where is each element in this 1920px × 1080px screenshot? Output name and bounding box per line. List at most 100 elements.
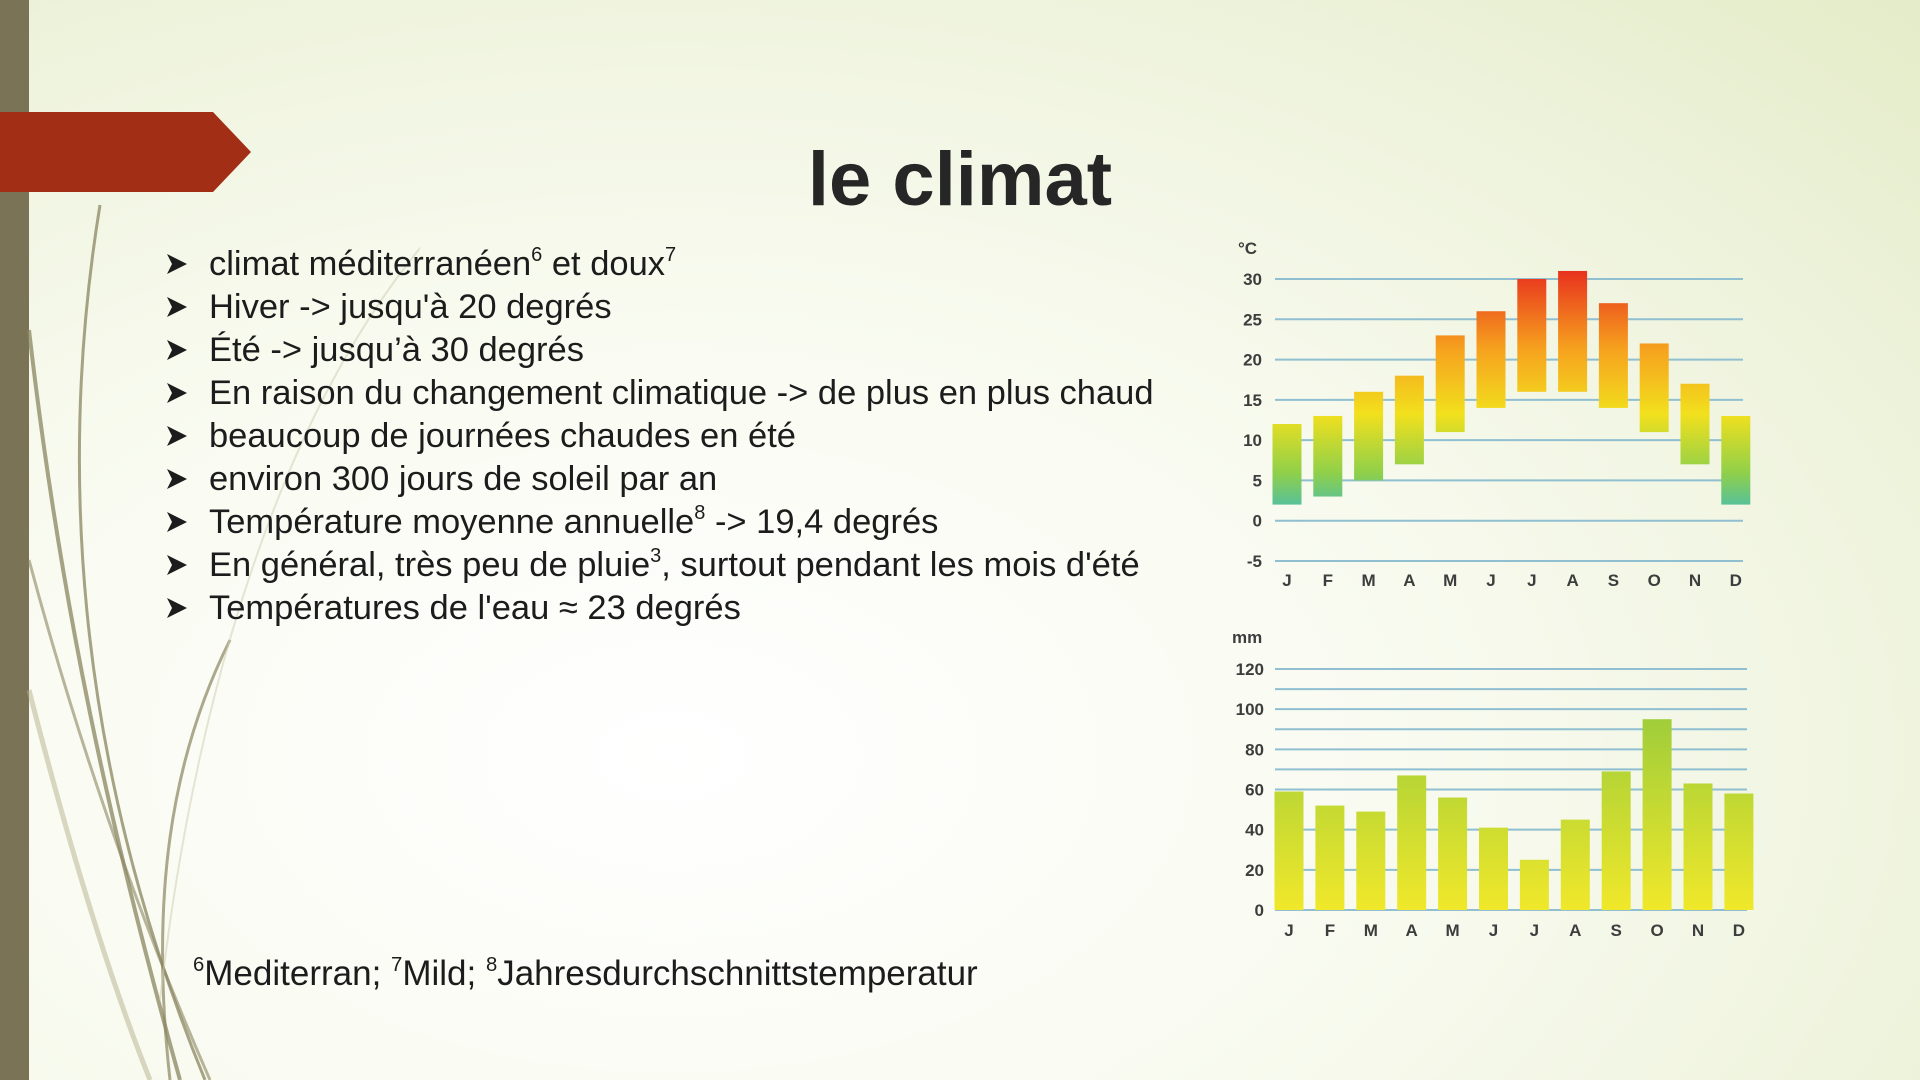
- temperature-bars: [1272, 270, 1751, 505]
- footnote: 6Mediterran; 7Mild; 8Jahresdurchschnitts…: [193, 954, 978, 994]
- footnote-marker: 6: [193, 953, 205, 976]
- text-run: , surtout pendant les mois d'été: [661, 546, 1140, 584]
- y-tick-label: 0: [1255, 901, 1264, 920]
- title-arrow-banner: [0, 112, 251, 192]
- arrow-bullet-icon: [167, 297, 187, 317]
- x-tick-label: N: [1692, 921, 1704, 940]
- precipitation-unit-label: mm: [1232, 628, 1262, 647]
- arrow-bullet-icon: [167, 512, 187, 532]
- bar: [1601, 771, 1631, 910]
- bullet-item: En général, très peu de pluie3, surtout …: [160, 544, 1190, 587]
- x-tick-label: S: [1611, 921, 1622, 940]
- text-run: environ 300 jours de soleil par an: [209, 460, 718, 498]
- bar: [1517, 279, 1547, 392]
- bar: [1394, 375, 1424, 465]
- x-tick-label: F: [1325, 921, 1335, 940]
- arrow-bullet-icon: [167, 469, 187, 489]
- footnote-marker: 7: [391, 953, 403, 976]
- slide-title: le climat: [807, 137, 1113, 222]
- bar: [1558, 270, 1588, 392]
- bar: [1598, 303, 1628, 408]
- bullet-item: climat méditerranéen6 et doux7: [160, 243, 1190, 286]
- bar: [1438, 797, 1468, 910]
- x-tick-label: A: [1403, 571, 1415, 590]
- x-tick-label: J: [1284, 921, 1293, 940]
- bullet-item: Hiver -> jusqu'à 20 degrés: [160, 286, 1190, 329]
- y-tick-label: 0: [1253, 512, 1262, 531]
- bullet-item: En raison du changement climatique -> de…: [160, 372, 1190, 415]
- text-run: En raison du changement climatique -> de…: [209, 374, 1154, 412]
- y-tick-label: -5: [1247, 552, 1262, 571]
- bullet-list: climat méditerranéen6 et doux7 Hiver -> j…: [160, 243, 1190, 630]
- text-run: -> 19,4 degrés: [705, 503, 939, 541]
- footnote-marker: 3: [650, 545, 662, 567]
- bar: [1272, 424, 1302, 505]
- bullet-item: beaucoup de journées chaudes en été: [160, 415, 1190, 458]
- bar: [1397, 775, 1427, 910]
- text-run: Température moyenne annuelle: [209, 503, 695, 541]
- bar: [1639, 343, 1669, 433]
- y-tick-label: 10: [1243, 431, 1262, 450]
- footnote-marker: 8: [694, 502, 706, 524]
- arrow-bullet-icon: [167, 555, 187, 575]
- bar: [1476, 311, 1506, 408]
- text-run: et doux: [542, 245, 666, 283]
- x-tick-label: D: [1733, 921, 1745, 940]
- text-run: Mediterran;: [204, 954, 392, 993]
- bar: [1356, 811, 1386, 910]
- text-run: Été -> jusqu’à 30 degrés: [209, 331, 584, 369]
- x-tick-label: J: [1527, 571, 1536, 590]
- arrow-bullet-icon: [167, 426, 187, 446]
- text-run: climat méditerranéen: [209, 245, 532, 283]
- bullet-item: environ 300 jours de soleil par an: [160, 458, 1190, 501]
- x-tick-label: J: [1282, 571, 1291, 590]
- x-tick-label: S: [1608, 571, 1619, 590]
- bullet-item: Températures de l'eau ≈ 23 degrés: [160, 587, 1190, 630]
- bar: [1683, 783, 1713, 910]
- arrow-bullet-icon: [167, 598, 187, 618]
- arrow-bullet-icon: [167, 340, 187, 360]
- x-tick-label: O: [1650, 921, 1663, 940]
- arrow-bullet-icon: [167, 383, 187, 403]
- y-tick-label: 80: [1245, 740, 1264, 759]
- temperature-y-ticks: 30 25 20 15 10 5 0 -5: [1243, 270, 1262, 571]
- precipitation-gridlines: [1275, 668, 1747, 911]
- bar: [1721, 415, 1751, 505]
- x-tick-label: F: [1323, 571, 1333, 590]
- bullet-item: Été -> jusqu’à 30 degrés: [160, 329, 1190, 372]
- text-run: Jahresdurchschnittstemperatur: [497, 954, 978, 993]
- bar: [1354, 391, 1384, 481]
- x-tick-label: M: [1443, 571, 1457, 590]
- bar: [1274, 791, 1304, 910]
- x-tick-label: J: [1489, 921, 1498, 940]
- bar: [1479, 827, 1508, 910]
- x-tick-label: D: [1730, 571, 1742, 590]
- precipitation-y-ticks: 120 100 80 60 40 20 0: [1236, 660, 1264, 920]
- y-tick-label: 100: [1236, 700, 1264, 719]
- bullet-item: Température moyenne annuelle8 -> 19,4 de…: [160, 501, 1190, 544]
- bar: [1315, 805, 1345, 910]
- x-tick-label: O: [1648, 571, 1661, 590]
- text-run: Températures de l'eau ≈ 23 degrés: [209, 589, 741, 627]
- y-tick-label: 120: [1236, 660, 1264, 679]
- y-tick-label: 25: [1243, 310, 1262, 329]
- bar: [1313, 415, 1343, 497]
- x-tick-label: N: [1689, 571, 1701, 590]
- text-run: En général, très peu de pluie: [209, 546, 651, 584]
- y-tick-label: 15: [1243, 391, 1262, 410]
- bar: [1724, 793, 1754, 910]
- precipitation-bars: [1274, 719, 1754, 910]
- y-tick-label: 60: [1245, 781, 1264, 800]
- x-tick-label: A: [1569, 921, 1581, 940]
- decorative-grass-lines: [26, 204, 420, 1080]
- text-run: beaucoup de journées chaudes en été: [209, 417, 796, 455]
- footnote-marker: 8: [485, 953, 498, 976]
- y-tick-label: 5: [1253, 471, 1262, 490]
- temperature-unit-label: °C: [1238, 239, 1257, 258]
- bar: [1435, 335, 1465, 433]
- x-tick-label: A: [1566, 571, 1578, 590]
- footnote-marker: 7: [665, 244, 677, 266]
- temperature-gridlines: [1275, 278, 1743, 562]
- x-tick-label: A: [1406, 921, 1418, 940]
